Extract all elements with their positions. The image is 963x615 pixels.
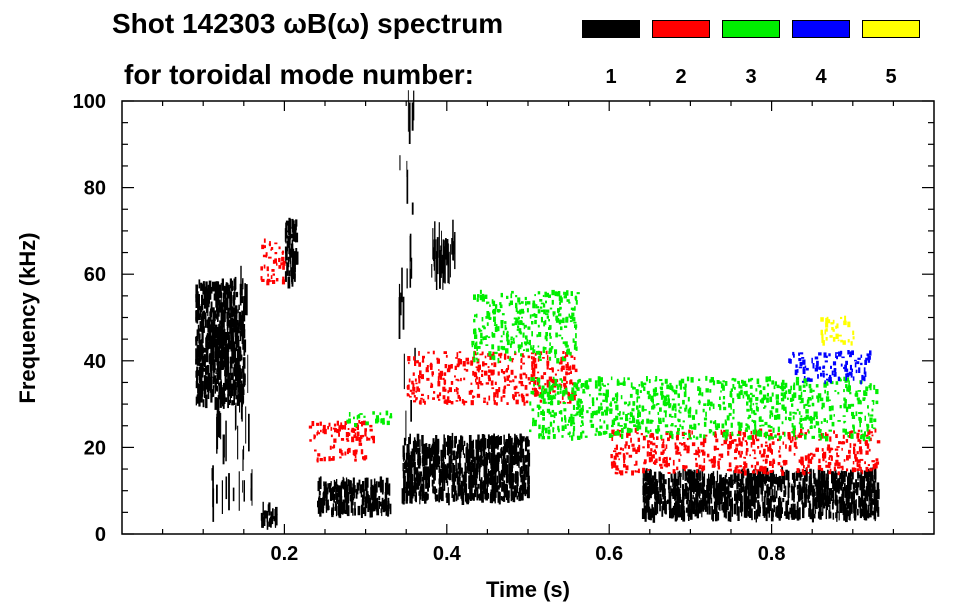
- chart-title-line2: for toroidal mode number:: [124, 59, 474, 90]
- mode-2-feature: [260, 238, 286, 286]
- y-tick-label: 20: [84, 437, 106, 459]
- y-tick-label: 0: [95, 524, 106, 546]
- chart-title-line1: Shot 142303 ωB(ω) spectrum: [112, 8, 504, 39]
- legend-swatch-mode-3: [722, 20, 780, 38]
- y-tick-label: 100: [73, 91, 106, 113]
- mode-1-feature: [211, 265, 253, 522]
- mode-4-feature: [788, 350, 872, 385]
- y-tick-label: 40: [84, 351, 106, 373]
- mode-3-feature: [529, 375, 879, 442]
- x-tick-label: 0.8: [758, 543, 786, 565]
- x-tick-label: 0.6: [595, 543, 623, 565]
- mode-2-feature: [610, 427, 881, 476]
- mode-1-feature: [260, 501, 278, 530]
- y-axis-label: Frequency (kHz): [15, 232, 40, 403]
- mode-1-feature: [431, 219, 456, 290]
- mode-1-feature: [317, 476, 392, 519]
- y-tick-label: 60: [84, 264, 106, 286]
- legend-swatch-mode-5: [862, 20, 920, 38]
- x-axis-label: Time (s): [486, 577, 570, 602]
- mode-3-feature: [346, 410, 393, 427]
- legend-swatch-mode-4: [792, 20, 850, 38]
- spectrogram-marks: [195, 90, 881, 530]
- x-tick-label: 0.2: [270, 543, 298, 565]
- axis-ticks: 0.2 0.4 0.6 0.8 0 20 40 60 80 100: [73, 91, 934, 565]
- mode-2-feature: [308, 420, 375, 463]
- legend-swatch-mode-1: [582, 20, 640, 38]
- y-tick-label: 80: [84, 178, 106, 200]
- mode-5-feature: [820, 315, 855, 346]
- mode-1-feature: [284, 217, 299, 289]
- legend-label-mode-1: 1: [605, 66, 617, 88]
- legend-label-mode-4: 4: [815, 66, 827, 88]
- mode-1-feature: [402, 432, 531, 506]
- legend-label-mode-2: 2: [675, 66, 687, 88]
- mode-1-feature: [398, 90, 416, 504]
- legend-label-mode-5: 5: [885, 66, 897, 88]
- x-tick-label: 0.4: [433, 543, 462, 565]
- mode-3-feature: [471, 289, 580, 364]
- legend-label-mode-3: 3: [745, 66, 757, 88]
- legend-swatch-mode-2: [652, 20, 710, 38]
- mode-1-feature: [641, 466, 880, 523]
